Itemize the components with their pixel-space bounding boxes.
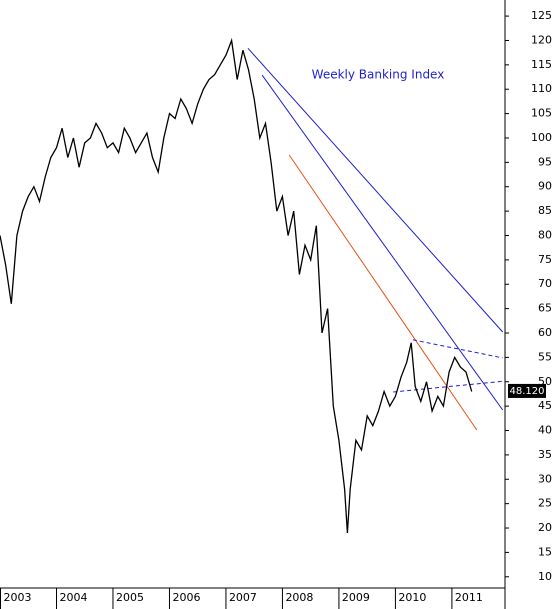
y-tick-label: 20 — [538, 521, 552, 534]
y-tick-label: 85 — [538, 204, 552, 217]
x-tick-label: 2009 — [342, 591, 370, 604]
y-tick-label: 25 — [538, 497, 552, 510]
x-tick-label: 2008 — [285, 591, 313, 604]
trend-line — [288, 154, 478, 431]
trend-line — [247, 47, 504, 333]
trend-line — [412, 339, 503, 359]
x-tick-label: 2005 — [116, 591, 144, 604]
last-value-box — [508, 383, 546, 398]
y-tick-label: 60 — [538, 326, 552, 339]
annotation: Weekly Banking Index — [312, 68, 445, 82]
x-tick-label: 2006 — [172, 591, 200, 604]
y-tick-label: 10 — [538, 570, 552, 583]
x-tick-label: 2003 — [4, 591, 32, 604]
y-tick-label: 65 — [538, 302, 552, 315]
x-tick-label: 2007 — [229, 591, 257, 604]
y-tick-label: 125 — [531, 9, 552, 22]
y-tick-label: 55 — [538, 350, 552, 363]
y-tick-label: 80 — [538, 228, 552, 241]
y-tick-label: 45 — [538, 399, 552, 412]
y-tick-label: 90 — [538, 180, 552, 193]
y-tick-label: 100 — [531, 131, 552, 144]
y-tick-label: 120 — [531, 33, 552, 46]
last-value-label: 48.120 — [510, 386, 545, 397]
y-tick-label: 35 — [538, 448, 552, 461]
y-tick-label: 15 — [538, 545, 552, 558]
x-tick-label: 2004 — [59, 591, 87, 604]
y-tick-label: 95 — [538, 155, 552, 168]
x-tick-label: 2011 — [455, 591, 483, 604]
y-tick-label: 75 — [538, 253, 552, 266]
trend-line — [393, 380, 503, 393]
y-tick-label: 115 — [531, 58, 552, 71]
y-tick-label: 40 — [538, 424, 552, 437]
trend-line — [261, 74, 504, 411]
x-tick-label: 2010 — [398, 591, 426, 604]
y-tick-label: 30 — [538, 472, 552, 485]
price-line — [0, 37, 473, 533]
y-tick-label: 110 — [531, 82, 552, 95]
y-tick-label: 105 — [531, 107, 552, 120]
y-tick-label: 70 — [538, 277, 552, 290]
